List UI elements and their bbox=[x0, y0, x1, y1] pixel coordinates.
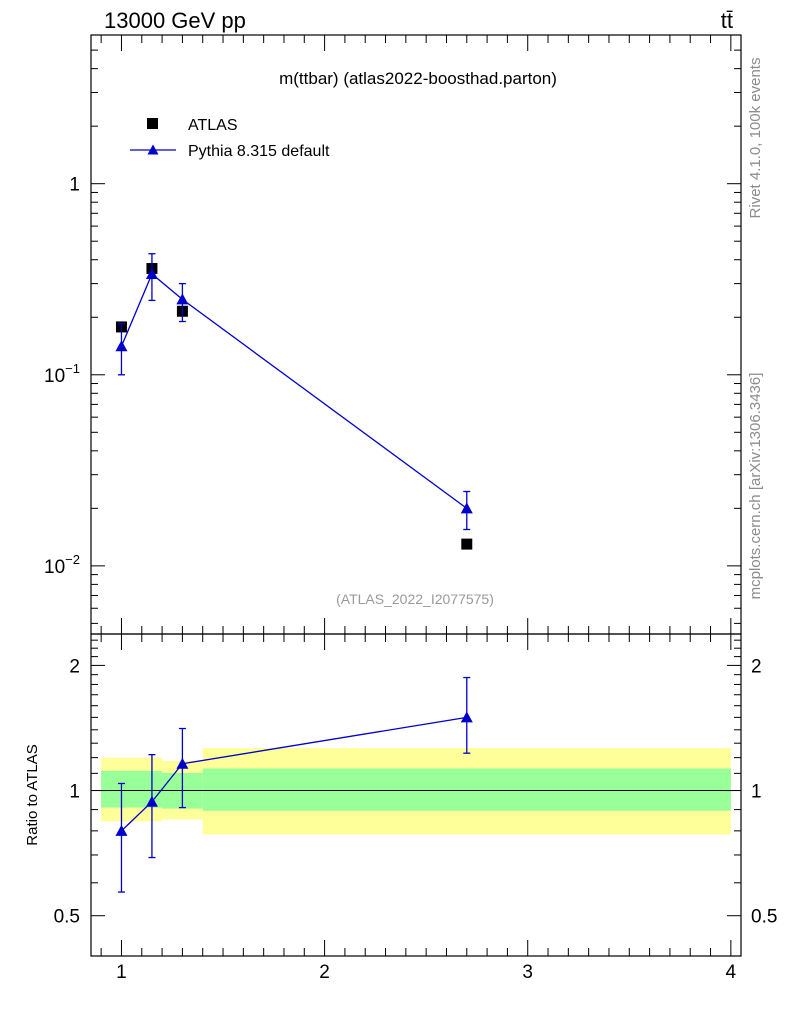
xtick-label: 3 bbox=[522, 962, 533, 983]
ratio-ytick-label-left: 1 bbox=[69, 782, 80, 803]
mc-point bbox=[145, 267, 158, 279]
ratio-series bbox=[115, 676, 473, 893]
header-left: 13000 GeV pp bbox=[104, 8, 246, 33]
legend: ATLAS Pythia 8.315 default bbox=[130, 117, 330, 160]
main-ytick-label: 10−1 bbox=[44, 361, 80, 387]
axes-frames bbox=[90, 34, 742, 957]
data-point bbox=[461, 538, 473, 550]
ratio-ytick-label-right: 1 bbox=[751, 782, 762, 803]
band-inner-2 bbox=[202, 768, 731, 811]
ratio-point bbox=[115, 824, 128, 836]
legend-mc-label: Pythia 8.315 default bbox=[188, 143, 330, 160]
ratio-point bbox=[145, 795, 158, 807]
legend-mc-marker bbox=[147, 144, 159, 155]
ratio-series-line bbox=[121, 716, 467, 832]
ratio-ytick-label-left: 0.5 bbox=[54, 907, 80, 928]
ratio-ytick-label-right: 2 bbox=[751, 656, 762, 677]
legend-data-marker bbox=[147, 118, 158, 129]
mc-point bbox=[460, 502, 473, 514]
watermark: (ATLAS_2022_I2077575) bbox=[336, 591, 494, 607]
ratio-ytick-label-right: 0.5 bbox=[751, 907, 777, 928]
ratio-ytick-label-left: 2 bbox=[69, 656, 80, 677]
ratio-point bbox=[460, 711, 473, 723]
main-ytick-label: 10−2 bbox=[44, 552, 80, 578]
main-series bbox=[115, 253, 473, 550]
mc-series-line bbox=[120, 272, 468, 509]
side-label-rivet: Rivet 4.1.0, 100k events bbox=[747, 58, 764, 219]
xtick-label: 1 bbox=[116, 962, 127, 983]
header-right: tt̄ bbox=[721, 8, 733, 33]
mc-point bbox=[115, 340, 128, 352]
mc-point bbox=[176, 293, 189, 305]
main-ytick-label: 1 bbox=[69, 175, 80, 196]
chart-title: m(ttbar) (atlas2022-boosthad.parton) bbox=[279, 69, 557, 88]
xtick-label: 2 bbox=[319, 962, 330, 983]
ratio-frame bbox=[90, 633, 742, 957]
legend-data-label: ATLAS bbox=[188, 117, 238, 134]
ratio-point bbox=[176, 757, 189, 769]
axis-tick-labels: 1 10−1 10−2 0.5 0.5 1 1 2 2 1 2 3 4 bbox=[44, 175, 777, 983]
side-label-mcplots: mcplots.cern.ch [arXiv:1306.3436] bbox=[747, 373, 764, 600]
axis-ticks bbox=[91, 34, 741, 957]
ratio-ylabel: Ratio to ATLAS bbox=[24, 744, 41, 845]
xtick-label: 4 bbox=[726, 962, 737, 983]
